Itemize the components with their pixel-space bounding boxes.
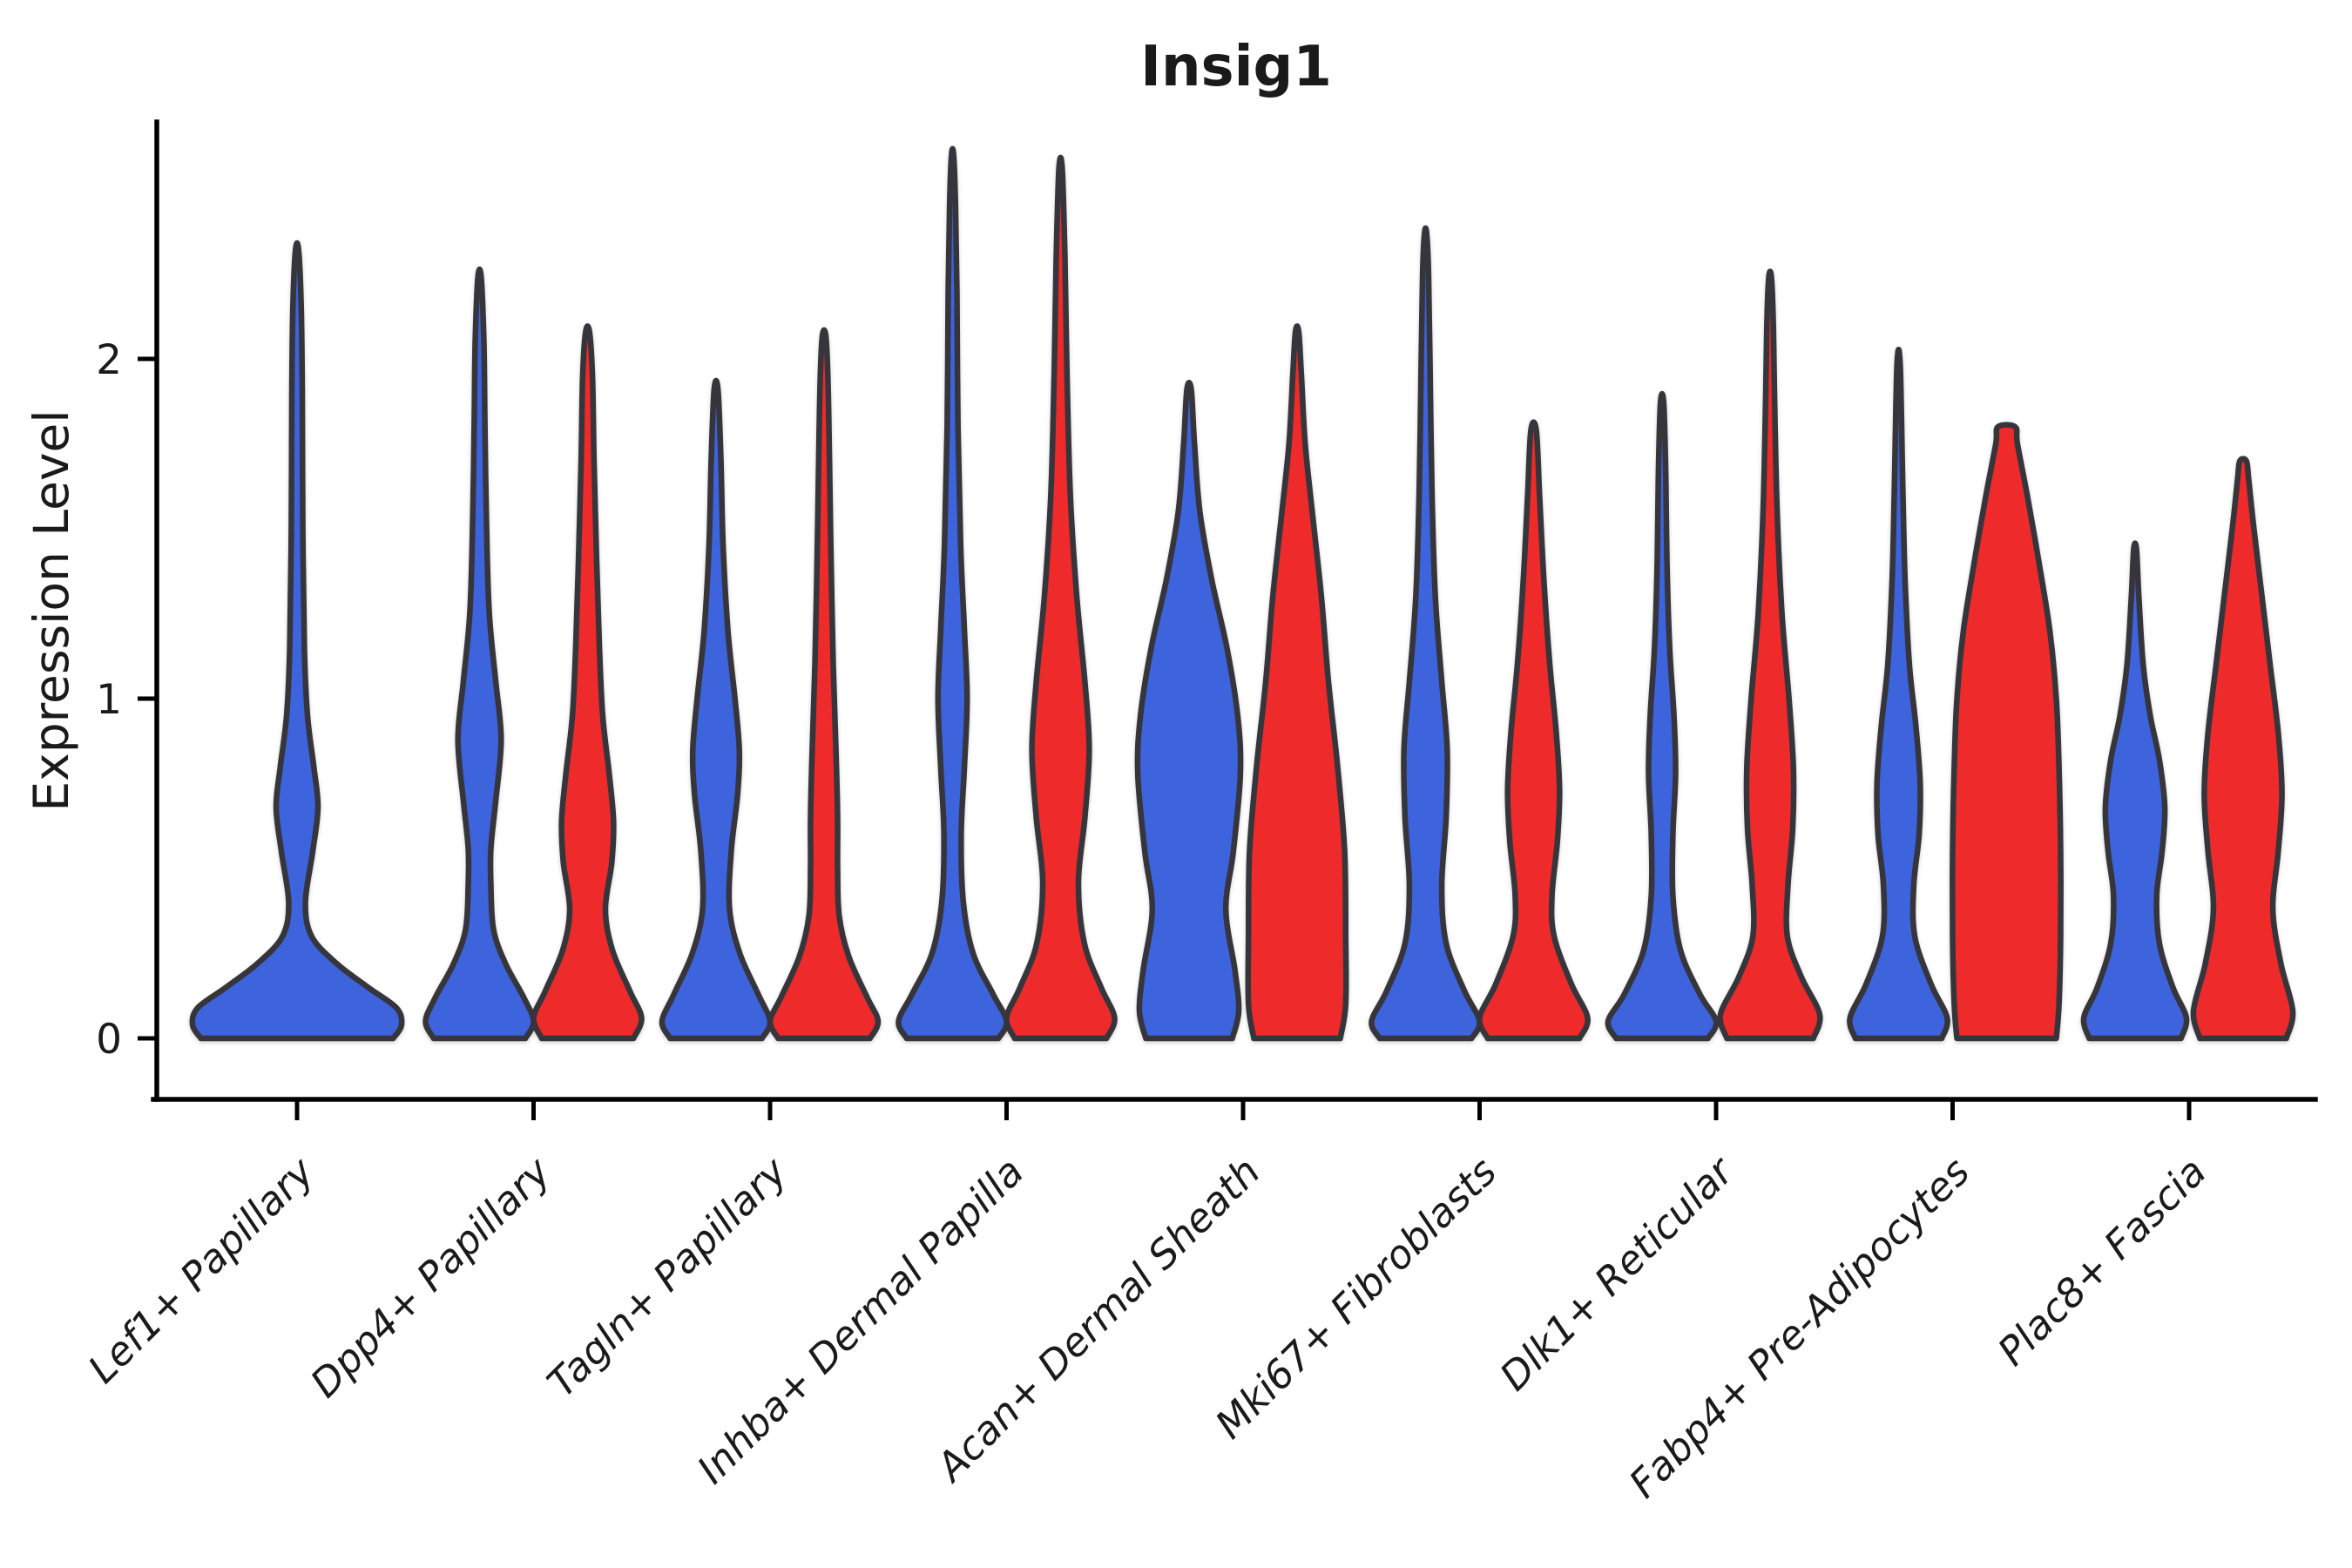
violin-fabp4-pre-adipocytes-red [1950,422,2064,1042]
y-tick-label: 0 [96,1016,122,1064]
x-tick-label: Lef1+ Papillary [79,1147,324,1392]
violins [189,145,2296,1042]
violin-plac8-fascia-blue [2080,540,2190,1042]
x-ticks [294,1099,2192,1120]
x-tick-label: Dlk1+ Reticular [1490,1147,1743,1400]
x-tick-label: Dpp4+ Papillary [301,1147,560,1406]
x-tick-label: Tagln+ Papillary [538,1147,797,1406]
violin-inhba-dermal-papilla-red [1004,154,1118,1042]
violin-mki67-fibroblasts-blue [1369,225,1483,1042]
axes [151,119,2318,1102]
y-tick-label: 1 [96,676,122,724]
violin-mki67-fibroblasts-red [1477,419,1591,1042]
violin-dpp4-papillary-blue [422,266,537,1042]
violin-tagln-papillary-red [767,327,882,1042]
violin-tagln-papillary-blue [659,377,774,1042]
violin-lef1-papillary-blue [189,240,405,1042]
violin-acan-dermal-sheath-red [1245,323,1349,1042]
x-tick-label: Plac8+ Fascia [1989,1148,2215,1375]
chart-title: Insig1 [1140,35,1332,99]
y-ticks: 0 1 2 [96,336,157,1064]
violin-inhba-dermal-papilla-blue [896,145,1010,1042]
violin-dlk1-reticular-blue [1605,390,1720,1042]
violin-acan-dermal-sheath-blue [1134,380,1244,1042]
y-axis-label: Expression Level [24,409,79,811]
violin-dpp4-papillary-red [531,323,645,1042]
violin-fabp4-pre-adipocytes-blue [1847,347,1950,1042]
violin-plac8-fascia-red [2190,456,2296,1042]
y-tick-label: 2 [96,336,122,384]
violin-dlk1-reticular-red [1717,268,1823,1042]
